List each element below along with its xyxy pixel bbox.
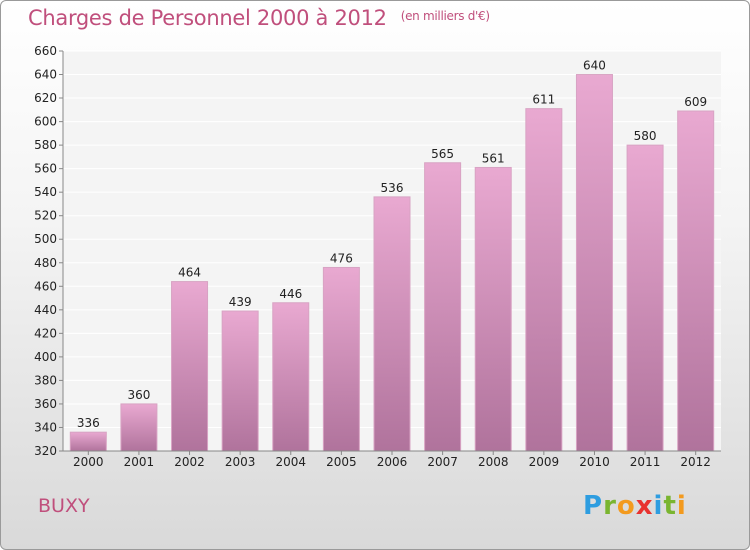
y-tick-label: 640 [34,68,57,82]
bar-2005 [322,266,360,452]
y-tick-label: 420 [34,326,57,340]
x-tick-label-2009: 2009 [529,455,560,469]
logo-letter: o [616,491,636,521]
y-tick-label: 580 [34,138,57,152]
y-tick-label: 460 [34,279,57,293]
chart-title: Charges de Personnel 2000 à 2012 (en mill… [28,6,490,30]
proxiti-logo: Proxiti [583,491,687,521]
logo-letter: i [676,491,687,521]
chart-subtitle: (en milliers d'€) [400,9,490,23]
y-tick-label: 440 [34,303,57,317]
location-label: BUXY [38,495,90,517]
bar-2012 [677,110,715,452]
value-label-2007: 565 [431,147,454,161]
x-tick-label-2003: 2003 [225,455,256,469]
x-tick-label-2000: 2000 [73,455,104,469]
bar-2001 [120,403,158,452]
x-tick-label-2012: 2012 [680,455,711,469]
value-label-2003: 439 [229,295,252,309]
x-tick-label-2010: 2010 [579,455,610,469]
y-tick-label: 620 [34,91,57,105]
y-tick-label: 340 [34,420,57,434]
value-label-2002: 464 [178,266,201,280]
x-tick-label-2002: 2002 [174,455,205,469]
y-tick-label: 560 [34,162,57,176]
bar-2000 [69,431,107,452]
value-label-2004: 446 [279,287,302,301]
bar-2008 [474,166,512,452]
axes: 320 340 360 380 400 420 440 460 480 500 520 540 560 5… [34,44,721,469]
y-tick-label: 480 [34,256,57,270]
y-tick-label: 380 [34,373,57,387]
value-label-2000: 336 [77,416,100,430]
x-tick-label-2008: 2008 [478,455,509,469]
bar-2002 [171,281,209,452]
bar-2003 [221,310,259,452]
bars: 336 360 464 439 446 476 536 565 561 611 640 580 609 [69,59,715,452]
x-tick-label-2011: 2011 [630,455,661,469]
x-tick-label-2006: 2006 [377,455,408,469]
value-label-2012: 609 [684,95,707,109]
bar-2007 [424,162,462,452]
logo-letter: r [603,491,617,521]
y-tick-label: 540 [34,185,57,199]
logo-letter: i [653,491,664,521]
value-label-2001: 360 [127,388,150,402]
bar-2009 [525,108,563,452]
y-tick-label: 500 [34,232,57,246]
value-label-2011: 580 [634,129,657,143]
value-label-2008: 561 [482,151,505,165]
logo-letter: x [635,491,654,521]
y-tick-label: 360 [34,397,57,411]
x-tick-label-2005: 2005 [326,455,357,469]
value-label-2005: 476 [330,251,353,265]
logo-letter: t [663,491,677,521]
bar-2010 [575,74,613,452]
value-label-2006: 536 [381,181,404,195]
y-tick-label: 320 [34,444,57,458]
value-label-2010: 640 [583,59,606,73]
value-label-2009: 611 [532,93,555,107]
bar-2004 [272,302,310,452]
logo-letter: P [583,491,604,521]
x-tick-label-2004: 2004 [275,455,306,469]
y-tick-label: 600 [34,115,57,129]
y-tick-label: 400 [34,350,57,364]
y-tick-label: 660 [34,44,57,58]
bar-2006 [373,196,411,452]
title-text: Charges de Personnel 2000 à 2012 [28,6,387,30]
x-tick-label-2001: 2001 [124,455,155,469]
bar-2011 [626,144,664,452]
y-tick-label: 520 [34,209,57,223]
x-tick-label-2007: 2007 [427,455,458,469]
